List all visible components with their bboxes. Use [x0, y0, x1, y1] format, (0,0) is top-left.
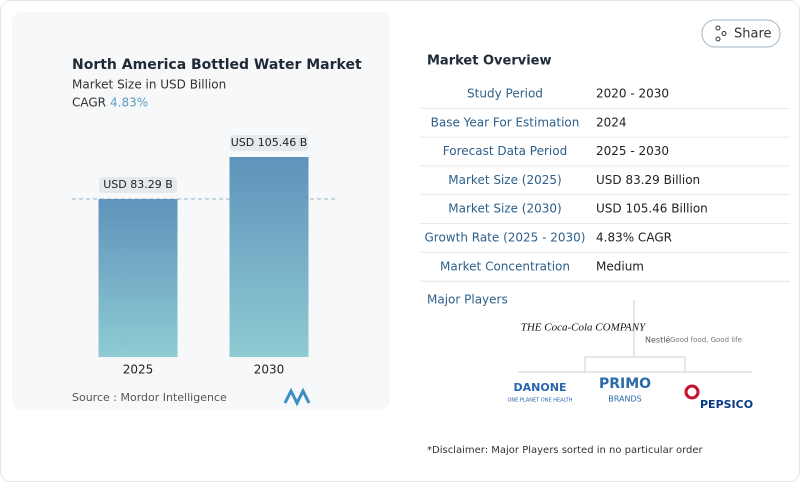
table-row: [420, 224, 790, 253]
chart-title: North America Bottled Water Market: [72, 57, 362, 73]
player-logo: DANONE: [514, 381, 567, 394]
row-value: USD 105.46 Billion: [596, 202, 708, 216]
table-row: [420, 80, 790, 109]
x-tick-label: 2025: [123, 363, 154, 377]
chart-subtitle: Market Size in USD Billion: [72, 78, 226, 92]
row-value: 2024: [596, 115, 627, 129]
value-label-box: [230, 135, 308, 151]
player-logo: Nestlé: [645, 335, 670, 345]
cagr-value: 4.83%: [110, 96, 148, 110]
row-value: USD 83.29 Billion: [596, 173, 700, 187]
overview-table: Study Period 2020 - 2030 Base Year For Est…: [420, 80, 790, 282]
row-label: Study Period: [467, 87, 543, 101]
share-button[interactable]: Share: [701, 19, 781, 48]
bar: [98, 199, 178, 357]
value-label: USD 83.29 B: [103, 178, 173, 191]
overview-title: Market Overview: [427, 54, 551, 69]
value-label: USD 105.46 B: [231, 136, 308, 149]
row-value: 4.83% CAGR: [596, 231, 672, 245]
row-label: Market Size (2030): [448, 202, 561, 216]
share-icon: [721, 31, 727, 36]
value-label-box: [99, 177, 177, 194]
share-icon: [715, 25, 721, 31]
player-logo: ONE PLANET ONE HEALTH: [508, 398, 573, 404]
player-logo: PRIMO: [599, 376, 651, 392]
row-value: 2025 - 2030: [596, 144, 669, 158]
players-grid: [518, 300, 752, 373]
player-logo: PEPSICO: [700, 398, 753, 411]
row-value: Medium: [596, 259, 644, 273]
share-label[interactable]: Share: [734, 27, 772, 42]
cagr-label: CAGR: [72, 96, 106, 110]
logo: [283, 387, 311, 407]
disclaimer: *Disclaimer: Major Players sorted in no …: [427, 445, 704, 456]
table-row: [420, 252, 790, 282]
share-outline[interactable]: [701, 19, 781, 48]
x-tick-label: 2030: [254, 363, 285, 377]
table-row: [420, 137, 790, 167]
chart: USD 83.29 B 2025 USD 105.46 B 2030: [72, 135, 336, 377]
row-label: Market Size (2025): [448, 173, 561, 187]
table-row: [420, 195, 790, 224]
row-label: Growth Rate (2025 - 2030): [425, 231, 586, 245]
table-row: [420, 108, 790, 138]
table-row: [420, 166, 790, 196]
bar: [229, 157, 309, 357]
row-value: 2020 - 2030: [596, 87, 669, 101]
row-label: Forecast Data Period: [443, 144, 567, 158]
players-title: Major Players: [427, 293, 508, 307]
player-logo: Good food, Good life: [670, 336, 742, 344]
player-logo: THE Coca-Cola COMPANY: [521, 322, 647, 334]
share-icon: [715, 36, 721, 42]
player-logo: BRANDS: [608, 395, 641, 404]
pepsi-icon: [684, 384, 700, 400]
row-label: Market Concentration: [440, 259, 570, 273]
row-label: Base Year For Estimation: [431, 115, 580, 129]
source: Source : Mordor Intelligence: [72, 391, 227, 404]
